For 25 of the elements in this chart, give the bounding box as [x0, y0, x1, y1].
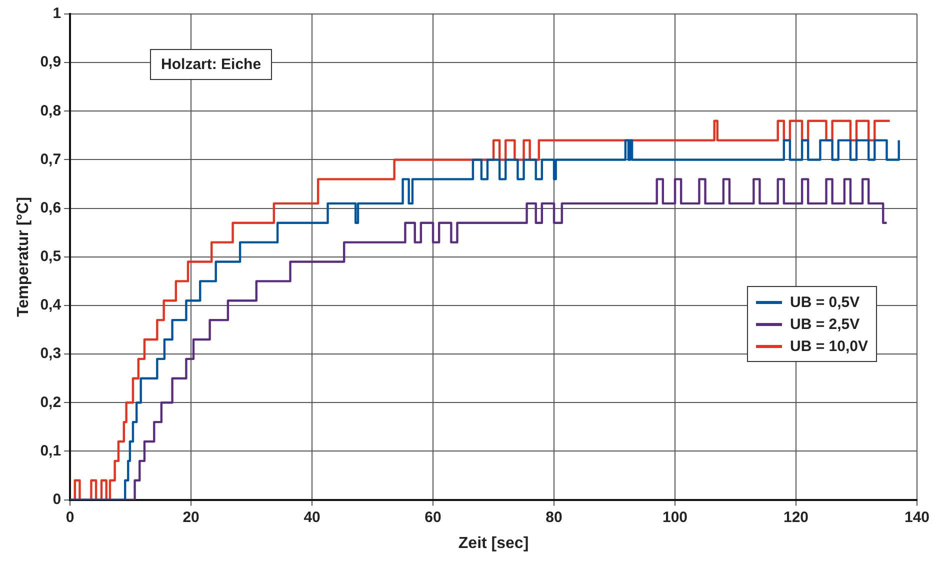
x-axis-title: Zeit [sec]: [458, 534, 529, 552]
x-tick-label: 20: [182, 508, 200, 526]
x-tick-label: 40: [304, 508, 320, 526]
y-tick-label: 0: [52, 490, 62, 508]
y-tick-label: 1: [52, 5, 62, 22]
x-tick-label: 100: [662, 508, 688, 526]
x-tick-label: 60: [424, 508, 442, 526]
y-tick-label: 0,5: [40, 248, 62, 266]
y-tick-label: 0,7: [40, 150, 62, 168]
y-tick-label: 0,4: [40, 296, 62, 314]
y-tick-label: 0,1: [40, 442, 62, 460]
y-axis-title: Temperatur [°C]: [15, 196, 32, 317]
x-tick-label: 140: [904, 508, 930, 526]
legend-label: UB = 0,5V: [790, 294, 860, 311]
y-tick-label: 0,2: [40, 394, 62, 411]
y-tick-label: 0,3: [40, 345, 62, 362]
x-tick-label: 120: [783, 508, 809, 526]
y-tick-label: 0,9: [40, 54, 62, 71]
x-tick-label: 80: [546, 508, 562, 526]
annotation: Holzart: Eiche: [150, 49, 272, 80]
legend-label: UB = 2,5V: [790, 316, 860, 333]
y-tick-label: 0,8: [40, 102, 62, 120]
legend-label: UB = 10,0V: [790, 338, 868, 355]
x-tick-label: 0: [66, 508, 74, 526]
y-tick-label: 0,6: [40, 199, 62, 216]
